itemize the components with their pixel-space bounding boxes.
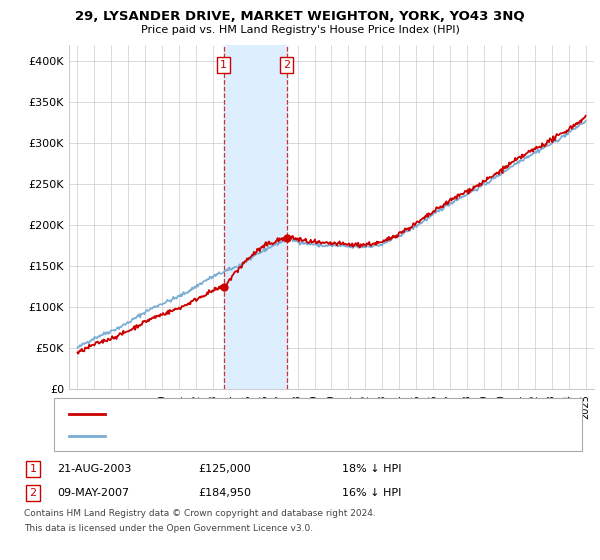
Text: 21-AUG-2003: 21-AUG-2003 bbox=[57, 464, 131, 474]
Text: £125,000: £125,000 bbox=[198, 464, 251, 474]
Text: HPI: Average price, detached house, East Riding of Yorkshire: HPI: Average price, detached house, East… bbox=[109, 431, 404, 441]
Bar bbox=[224, 45, 287, 389]
Text: 1: 1 bbox=[29, 464, 37, 474]
Text: This data is licensed under the Open Government Licence v3.0.: This data is licensed under the Open Gov… bbox=[24, 524, 313, 533]
Text: 09-MAY-2007: 09-MAY-2007 bbox=[57, 488, 129, 498]
Text: 29, LYSANDER DRIVE, MARKET WEIGHTON, YORK, YO43 3NQ (detached house): 29, LYSANDER DRIVE, MARKET WEIGHTON, YOR… bbox=[109, 409, 494, 418]
Text: 29, LYSANDER DRIVE, MARKET WEIGHTON, YORK, YO43 3NQ: 29, LYSANDER DRIVE, MARKET WEIGHTON, YOR… bbox=[75, 10, 525, 22]
Text: 1: 1 bbox=[220, 60, 227, 71]
Text: Price paid vs. HM Land Registry's House Price Index (HPI): Price paid vs. HM Land Registry's House … bbox=[140, 25, 460, 35]
Text: 2: 2 bbox=[283, 60, 290, 71]
Text: 16% ↓ HPI: 16% ↓ HPI bbox=[342, 488, 401, 498]
Text: 2: 2 bbox=[29, 488, 37, 498]
Text: 18% ↓ HPI: 18% ↓ HPI bbox=[342, 464, 401, 474]
Text: £184,950: £184,950 bbox=[198, 488, 251, 498]
Text: Contains HM Land Registry data © Crown copyright and database right 2024.: Contains HM Land Registry data © Crown c… bbox=[24, 509, 376, 518]
